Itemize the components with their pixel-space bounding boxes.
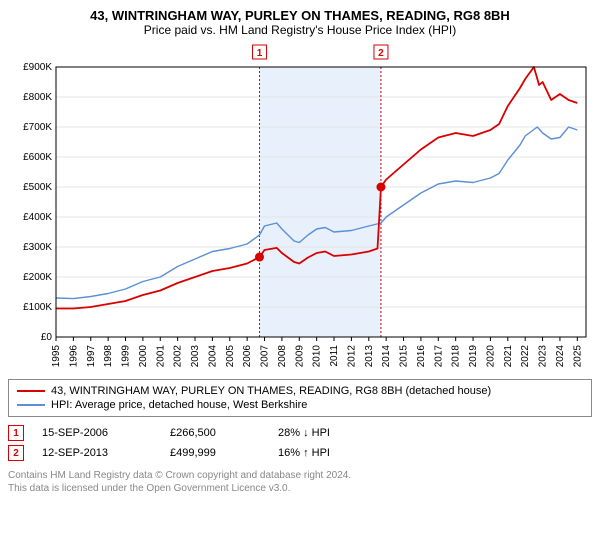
svg-text:2015: 2015 bbox=[399, 345, 410, 368]
chart-subtitle: Price paid vs. HM Land Registry's House … bbox=[8, 23, 592, 37]
legend-item: HPI: Average price, detached house, West… bbox=[17, 398, 583, 412]
svg-text:2005: 2005 bbox=[225, 345, 236, 368]
sale-delta: 28% ↓ HPI bbox=[278, 427, 368, 439]
legend-item: 43, WINTRINGHAM WAY, PURLEY ON THAMES, R… bbox=[17, 384, 583, 398]
sales-table: 1 15-SEP-2006 £266,500 28% ↓ HPI 2 12-SE… bbox=[8, 423, 592, 463]
legend: 43, WINTRINGHAM WAY, PURLEY ON THAMES, R… bbox=[8, 379, 592, 417]
attribution-line: This data is licensed under the Open Gov… bbox=[8, 482, 592, 495]
attribution-line: Contains HM Land Registry data © Crown c… bbox=[8, 469, 592, 482]
svg-text:£300K: £300K bbox=[23, 242, 52, 253]
sale-date: 12-SEP-2013 bbox=[42, 447, 152, 459]
svg-text:£100K: £100K bbox=[23, 302, 52, 313]
svg-text:£400K: £400K bbox=[23, 212, 52, 223]
sale-marker-icon: 2 bbox=[8, 445, 24, 461]
svg-text:£900K: £900K bbox=[23, 62, 52, 73]
svg-text:£200K: £200K bbox=[23, 272, 52, 283]
svg-text:£500K: £500K bbox=[23, 182, 52, 193]
sale-row: 1 15-SEP-2006 £266,500 28% ↓ HPI bbox=[8, 423, 592, 443]
svg-text:2013: 2013 bbox=[364, 345, 375, 368]
svg-text:2008: 2008 bbox=[277, 345, 288, 368]
sale-price: £499,999 bbox=[170, 447, 260, 459]
legend-label: HPI: Average price, detached house, West… bbox=[51, 399, 307, 411]
svg-text:2004: 2004 bbox=[207, 345, 218, 368]
svg-text:2006: 2006 bbox=[242, 345, 253, 368]
svg-text:2012: 2012 bbox=[346, 345, 357, 368]
svg-text:2: 2 bbox=[378, 48, 384, 59]
sale-price: £266,500 bbox=[170, 427, 260, 439]
svg-text:1999: 1999 bbox=[121, 345, 132, 368]
svg-text:1995: 1995 bbox=[51, 345, 62, 368]
chart-area: £0 £100K £200K £300K £400K £500K £600K £700K £80… bbox=[8, 43, 592, 373]
svg-text:2024: 2024 bbox=[555, 345, 566, 368]
svg-text:2001: 2001 bbox=[155, 345, 166, 368]
chart-title: 43, WINTRINGHAM WAY, PURLEY ON THAMES, R… bbox=[8, 8, 592, 23]
attribution: Contains HM Land Registry data © Crown c… bbox=[8, 469, 592, 495]
sale-marker-icon: 1 bbox=[8, 425, 24, 441]
svg-text:2003: 2003 bbox=[190, 345, 201, 368]
svg-text:2002: 2002 bbox=[173, 345, 184, 368]
svg-text:2000: 2000 bbox=[138, 345, 149, 368]
sale-delta: 16% ↑ HPI bbox=[278, 447, 368, 459]
svg-text:2007: 2007 bbox=[260, 345, 271, 368]
svg-text:2020: 2020 bbox=[485, 345, 496, 368]
svg-text:1: 1 bbox=[257, 48, 263, 59]
svg-text:1996: 1996 bbox=[68, 345, 79, 368]
svg-text:2022: 2022 bbox=[520, 345, 531, 368]
svg-text:£600K: £600K bbox=[23, 152, 52, 163]
legend-label: 43, WINTRINGHAM WAY, PURLEY ON THAMES, R… bbox=[51, 385, 491, 397]
sale-date: 15-SEP-2006 bbox=[42, 427, 152, 439]
chart-svg: £0 £100K £200K £300K £400K £500K £600K £700K £80… bbox=[8, 43, 592, 373]
svg-text:2025: 2025 bbox=[572, 345, 583, 368]
svg-text:2014: 2014 bbox=[381, 345, 392, 368]
svg-text:2023: 2023 bbox=[538, 345, 549, 368]
svg-text:2018: 2018 bbox=[451, 345, 462, 368]
svg-text:1998: 1998 bbox=[103, 345, 114, 368]
svg-text:2021: 2021 bbox=[503, 345, 514, 368]
svg-text:2010: 2010 bbox=[312, 345, 323, 368]
svg-text:2016: 2016 bbox=[416, 345, 427, 368]
svg-text:2009: 2009 bbox=[294, 345, 305, 368]
svg-text:2011: 2011 bbox=[329, 345, 340, 367]
svg-text:£700K: £700K bbox=[23, 122, 52, 133]
svg-text:£0: £0 bbox=[41, 332, 53, 343]
svg-text:2019: 2019 bbox=[468, 345, 479, 368]
svg-text:2017: 2017 bbox=[433, 345, 444, 368]
sale-row: 2 12-SEP-2013 £499,999 16% ↑ HPI bbox=[8, 443, 592, 463]
svg-text:1997: 1997 bbox=[86, 345, 97, 368]
svg-text:£800K: £800K bbox=[23, 92, 52, 103]
